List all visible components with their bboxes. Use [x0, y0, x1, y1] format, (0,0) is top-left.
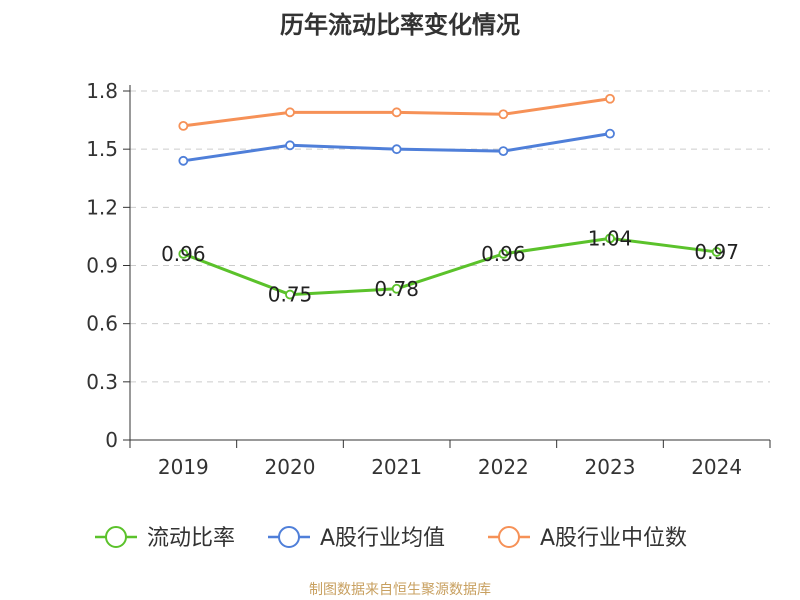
- legend-marker: [105, 526, 127, 548]
- legend-item-3[interactable]: A股行业中位数: [488, 526, 687, 551]
- data-label: 0.96: [161, 242, 206, 266]
- legend-item-1[interactable]: 流动比率: [95, 526, 235, 551]
- chart-title: 历年流动比率变化情况: [280, 11, 520, 39]
- y-tick-label: 0.6: [86, 312, 118, 336]
- data-point[interactable]: [285, 107, 295, 118]
- legend-marker: [498, 526, 520, 548]
- legend-label: A股行业中位数: [540, 526, 687, 551]
- x-tick-label: 2019: [158, 455, 209, 479]
- data-label: 0.75: [268, 283, 313, 307]
- series-lines: [178, 93, 722, 300]
- data-point[interactable]: [178, 248, 189, 259]
- data-point[interactable]: [285, 289, 295, 300]
- legend-item-2[interactable]: A股行业均值: [268, 526, 445, 551]
- data-point[interactable]: [178, 155, 189, 166]
- data-point[interactable]: [498, 248, 509, 259]
- legend-marker: [278, 526, 300, 548]
- x-tick-label: 2022: [478, 455, 529, 479]
- data-label: 1.04: [588, 226, 633, 250]
- data-point[interactable]: [605, 233, 615, 244]
- data-label: 0.96: [481, 242, 526, 266]
- data-label: 0.78: [374, 277, 419, 301]
- data-point[interactable]: [391, 283, 402, 294]
- x-tick-label: 2023: [585, 455, 636, 479]
- y-tick-label: 0.9: [86, 254, 118, 278]
- legend-label: A股行业均值: [320, 526, 445, 551]
- data-point[interactable]: [711, 247, 722, 257]
- data-point[interactable]: [498, 146, 509, 157]
- data-point[interactable]: [178, 121, 189, 131]
- y-tick-label: 1.5: [86, 137, 118, 161]
- legend-label: 流动比率: [147, 526, 235, 551]
- axes: 0 0.3 0.6 0.9 1.2 1.5 1.8 2019 2020 2021 2022 2023 2…: [86, 79, 771, 479]
- series-line-1: [182, 236, 717, 297]
- data-point[interactable]: [605, 93, 615, 104]
- data-point[interactable]: [605, 128, 615, 139]
- y-tick-label: 1.2: [86, 195, 118, 219]
- data-label: 0.97: [694, 240, 739, 264]
- x-tick-label: 2020: [265, 455, 316, 479]
- source-note: 制图数据来自恒生聚源数据库: [309, 582, 491, 598]
- data-point[interactable]: [498, 109, 509, 120]
- data-point[interactable]: [285, 140, 295, 151]
- data-labels: 0.96 0.75 0.78 0.96 1.04 0.97: [161, 226, 739, 306]
- x-tick-label: 2021: [371, 455, 422, 479]
- data-point[interactable]: [391, 107, 402, 118]
- x-tick-label: 2024: [691, 455, 742, 479]
- legend[interactable]: 流动比率 A股行业均值 A股行业中位数: [95, 526, 687, 551]
- y-tick-label: 1.8: [86, 79, 118, 103]
- y-tick-label: 0.3: [86, 370, 118, 394]
- data-point[interactable]: [391, 144, 402, 155]
- grid-lines: [130, 90, 770, 383]
- y-tick-label: 0: [105, 428, 118, 452]
